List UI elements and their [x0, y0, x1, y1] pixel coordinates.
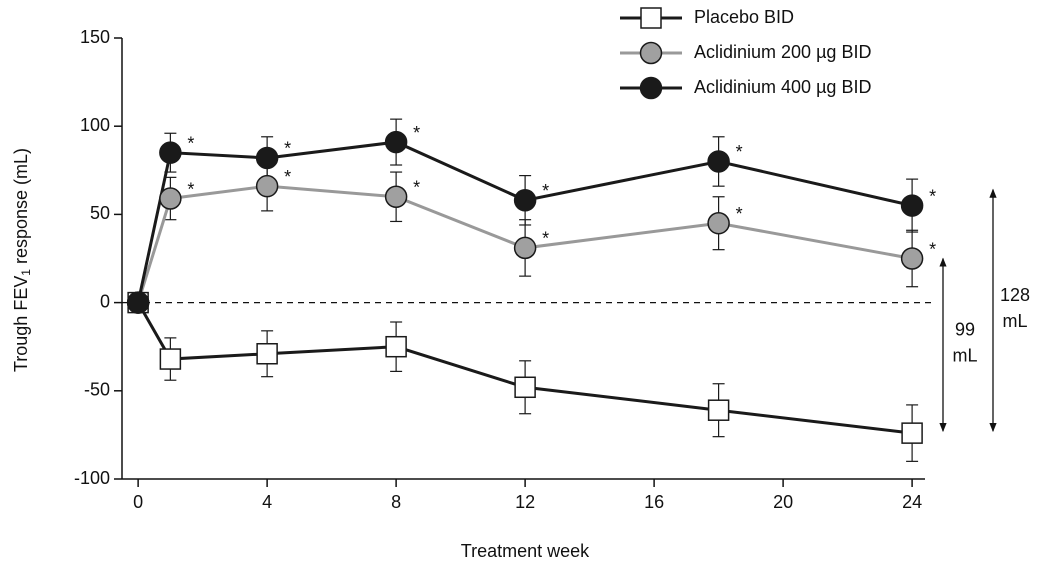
marker — [255, 174, 279, 198]
marker — [256, 343, 278, 365]
significance-mark: * — [736, 204, 743, 224]
x-tick-label: 20 — [773, 492, 793, 512]
x-tick-label: 12 — [515, 492, 535, 512]
x-tick-label: 24 — [902, 492, 922, 512]
significance-mark: * — [542, 229, 549, 249]
marker — [513, 189, 537, 212]
marker — [707, 150, 730, 173]
difference-label: mL — [952, 346, 977, 366]
legend-marker — [640, 7, 662, 29]
significance-mark: * — [187, 179, 194, 199]
significance-mark: * — [542, 181, 549, 201]
x-axis-label: Treatment week — [461, 541, 590, 561]
y-tick-label: 150 — [80, 27, 110, 47]
significance-mark: * — [284, 167, 291, 187]
difference-label: mL — [1002, 311, 1027, 331]
legend-marker — [639, 76, 663, 100]
marker — [384, 130, 408, 154]
y-label-part: response (mL) — [11, 148, 31, 269]
marker — [707, 211, 730, 235]
significance-mark: * — [929, 186, 936, 206]
difference-label: 128 — [1000, 285, 1030, 305]
x-tick-label: 0 — [133, 492, 143, 512]
significance-mark: * — [413, 123, 420, 143]
y-axis-label: Trough FEV1 response (mL) — [11, 148, 33, 372]
significance-mark: * — [413, 178, 420, 198]
significance-mark: * — [187, 133, 194, 153]
marker — [159, 141, 182, 164]
y-tick-label: -50 — [84, 380, 110, 400]
significance-mark: * — [736, 142, 743, 162]
marker — [159, 187, 182, 210]
y-tick-label: 0 — [100, 291, 110, 311]
marker — [159, 348, 182, 370]
marker — [255, 146, 279, 170]
y-label-subscript: 1 — [19, 269, 33, 276]
marker — [126, 291, 150, 314]
marker — [901, 422, 923, 444]
legend-marker — [639, 41, 663, 65]
x-tick-label: 8 — [391, 492, 401, 512]
marker — [384, 185, 408, 209]
y-tick-label: 50 — [90, 203, 110, 223]
marker — [900, 194, 924, 217]
difference-label: 99 — [955, 320, 975, 340]
y-label-part: Trough FEV — [11, 276, 31, 372]
significance-mark: * — [284, 139, 291, 159]
marker — [514, 376, 536, 399]
legend-label: Aclidinium 400 µg BID — [694, 77, 871, 97]
marker — [385, 335, 407, 358]
marker — [900, 247, 924, 270]
y-tick-label: -100 — [74, 468, 110, 488]
legend-label: Placebo BID — [694, 7, 794, 27]
legend-label: Aclidinium 200 µg BID — [694, 42, 871, 62]
x-tick-label: 4 — [262, 492, 272, 512]
y-tick-label: 100 — [80, 115, 110, 135]
significance-mark: * — [929, 239, 936, 259]
x-tick-label: 16 — [644, 492, 664, 512]
marker — [707, 399, 730, 421]
marker — [513, 236, 537, 260]
